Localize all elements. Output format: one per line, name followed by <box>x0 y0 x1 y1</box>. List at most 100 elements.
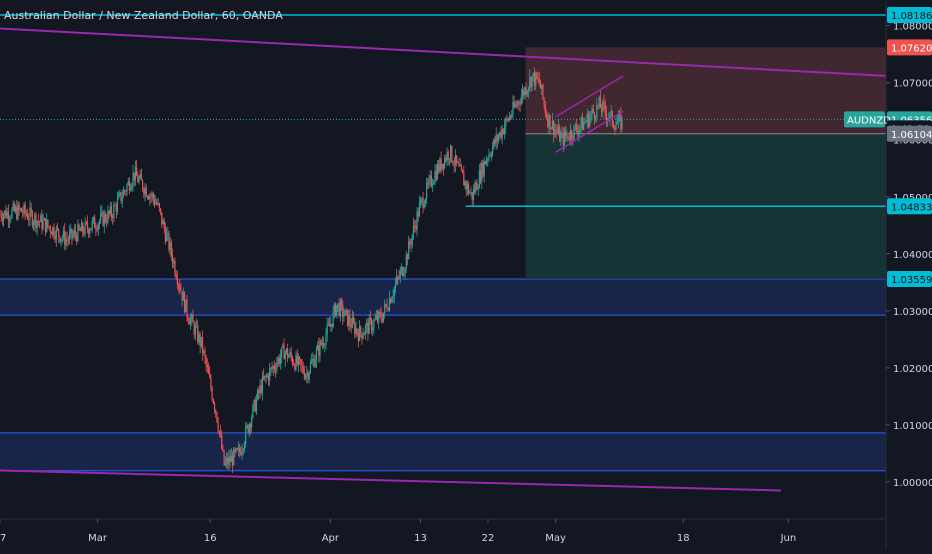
price-label-box <box>887 7 932 24</box>
candle-body <box>101 211 103 214</box>
candle-body <box>427 183 429 185</box>
candle-body <box>400 266 403 271</box>
candle-body <box>519 103 521 105</box>
candle-body <box>513 102 515 107</box>
candle-body <box>613 124 615 128</box>
candle-body <box>441 163 443 170</box>
candle-body <box>182 292 184 301</box>
candle-body <box>301 364 303 366</box>
candle-body <box>66 239 68 241</box>
candle-body <box>583 122 585 130</box>
candle-body <box>555 129 557 131</box>
candle-body <box>302 365 304 373</box>
candle-body <box>247 425 249 433</box>
candle-body <box>239 447 241 453</box>
candle-body <box>16 207 18 219</box>
candle-body <box>175 274 177 279</box>
candle-body <box>234 449 236 452</box>
candle-body <box>380 313 382 320</box>
candle-body <box>157 203 159 205</box>
price-label-target: 1.03559 <box>887 270 932 287</box>
candle-body <box>491 146 494 156</box>
candle-body <box>228 456 230 465</box>
price-label-box <box>887 125 932 142</box>
candle-body <box>346 309 349 326</box>
candle-body <box>35 214 37 228</box>
candle-body <box>607 118 609 120</box>
candle-body <box>392 295 394 299</box>
candle-body <box>535 72 537 86</box>
candle-body <box>408 241 410 260</box>
candle-body <box>452 161 454 165</box>
candle-body <box>18 204 20 210</box>
candle-body <box>290 352 292 358</box>
candle-body <box>587 113 590 127</box>
candle-body <box>524 87 526 96</box>
candle-body <box>267 375 270 381</box>
candle-body <box>281 347 283 357</box>
candle-body <box>595 117 597 119</box>
candle-body <box>614 127 616 131</box>
candle-body <box>162 220 164 225</box>
candle-body <box>485 159 488 165</box>
plot-area <box>0 14 886 492</box>
candle-body <box>368 317 370 334</box>
candle-body <box>372 327 374 331</box>
candle-body <box>596 104 598 118</box>
candle-body <box>273 366 276 370</box>
candle-body <box>468 184 470 194</box>
candle-body <box>557 127 560 133</box>
candle-body <box>72 234 74 238</box>
time-tick-label: 22 <box>482 533 495 544</box>
candle-body <box>396 276 398 284</box>
candle-body <box>381 319 383 322</box>
candle-body <box>561 133 563 135</box>
candle-body <box>490 155 492 157</box>
candle-body <box>439 158 441 172</box>
candle-body <box>525 87 527 95</box>
candle-body <box>420 199 422 204</box>
candle-body <box>514 104 516 107</box>
candle-body <box>163 220 165 229</box>
candle-body <box>319 341 321 356</box>
candle-body <box>197 325 199 342</box>
candle-body <box>508 116 510 121</box>
candle-body <box>200 336 202 347</box>
candle-body <box>46 219 48 232</box>
candle-body <box>67 239 69 241</box>
candle-body <box>363 333 365 336</box>
candle-body <box>589 117 591 127</box>
candle-body <box>526 90 528 95</box>
candle-body <box>186 299 188 317</box>
candle-body <box>538 78 540 83</box>
candle-body <box>531 75 533 87</box>
candle-body <box>446 152 448 161</box>
candle-body <box>373 320 375 328</box>
candle-body <box>100 213 102 221</box>
time-tick-label: May <box>545 533 566 544</box>
candle-body <box>90 228 92 231</box>
symbol-tag-box <box>844 111 885 128</box>
candle-body <box>563 131 566 146</box>
candle-body <box>404 268 406 274</box>
candle-body <box>447 152 449 160</box>
chart-title: Australian Dollar / New Zealand Dollar, … <box>4 9 283 22</box>
candle-body <box>95 228 97 230</box>
candle-body <box>506 118 508 120</box>
candle-body <box>84 221 86 235</box>
candle-body <box>204 350 206 358</box>
candle-body <box>229 456 231 462</box>
candle-body <box>144 187 146 195</box>
candle-body <box>409 241 411 245</box>
candle-body <box>249 424 252 428</box>
candle-body <box>451 145 453 162</box>
candle-body <box>137 176 139 183</box>
candle-body <box>106 221 108 223</box>
candle-body <box>430 175 433 186</box>
candle-body <box>574 125 576 127</box>
candle-body <box>502 129 504 134</box>
candle-body <box>194 326 196 335</box>
candle-body <box>82 223 84 233</box>
